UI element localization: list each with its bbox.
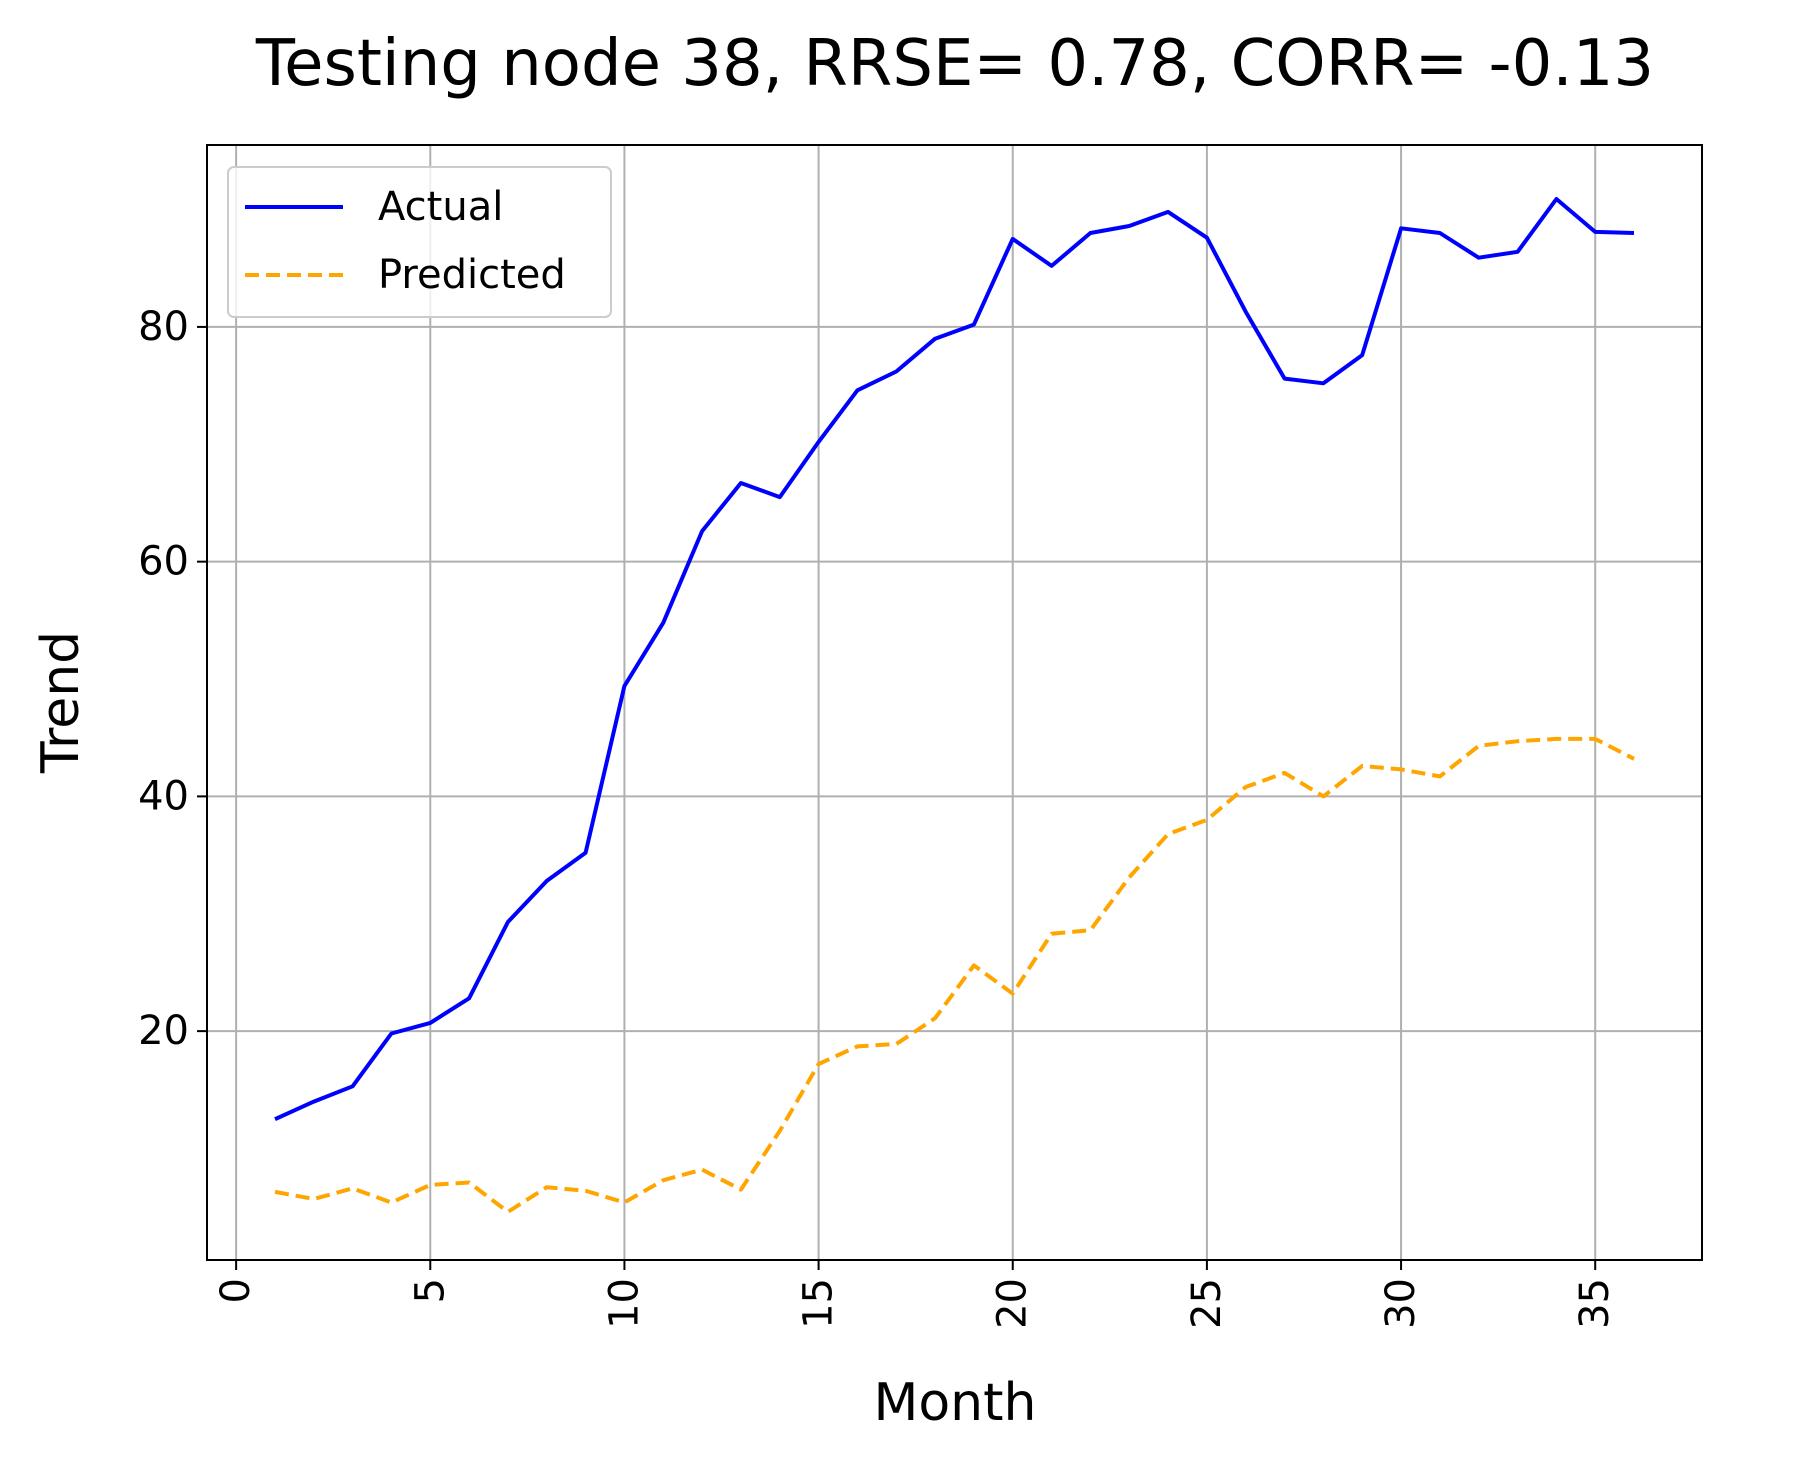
grid [207, 145, 1702, 1260]
y-tick-label: 20 [138, 1008, 189, 1054]
x-axis-label: Month [874, 1373, 1037, 1433]
series-line-actual [274, 197, 1635, 1122]
chart-title: Testing node 38, RRSE= 0.78, CORR= -0.13 [255, 27, 1654, 101]
y-tick-label: 40 [138, 773, 189, 819]
plot-frame [206, 144, 1703, 1261]
x-tick-label: 5 [407, 1278, 453, 1303]
x-tick-label: 25 [1184, 1278, 1230, 1329]
y-axis: 20 40 60 80 [138, 304, 207, 1054]
x-tick-label: 30 [1378, 1278, 1424, 1329]
x-axis: 0 5 10 15 20 25 30 35 [213, 1260, 1618, 1329]
legend: Actual Predicted [227, 166, 612, 318]
legend-label-predicted: Predicted [378, 252, 566, 298]
series-layer [274, 197, 1635, 1214]
legend-label-actual: Actual [378, 184, 503, 230]
y-tick-label: 80 [138, 304, 189, 350]
x-tick-label: 0 [213, 1278, 259, 1303]
x-tick-label: 20 [990, 1278, 1036, 1329]
x-tick-label: 15 [796, 1278, 842, 1329]
x-tick-label: 35 [1572, 1278, 1618, 1329]
x-tick-label: 10 [601, 1278, 647, 1329]
series-line-predicted [274, 736, 1635, 1214]
y-tick-label: 60 [138, 539, 189, 585]
legend-box [227, 166, 612, 318]
y-axis-label: Trend [31, 631, 91, 774]
